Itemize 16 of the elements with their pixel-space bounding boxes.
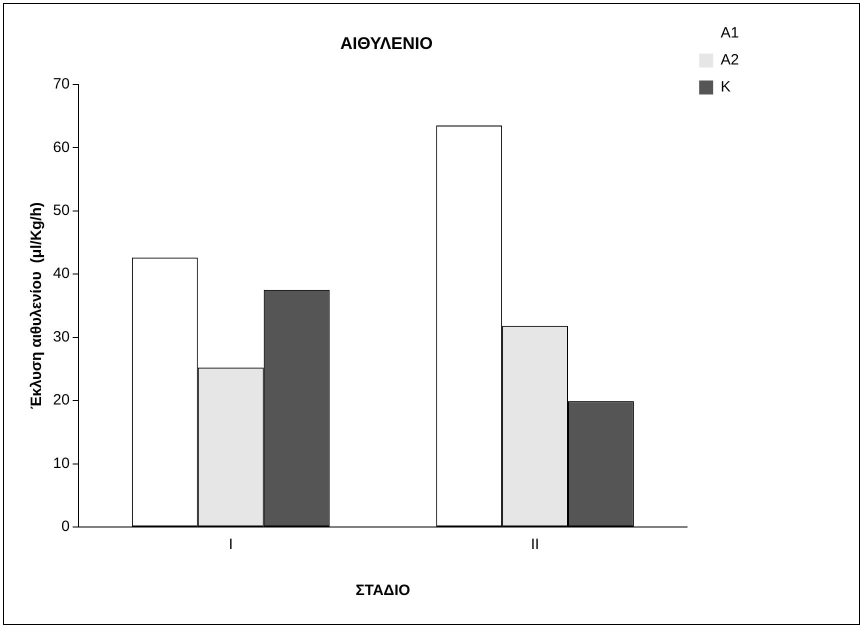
- text: A1: [720, 24, 740, 42]
- y-axis-title: Έκλυση αιθυλενίου (μl/Kg/h): [28, 202, 46, 410]
- y-tick-label: 50: [52, 202, 70, 219]
- y-tick-label: 0: [61, 518, 70, 536]
- y-tick-label: 30: [52, 328, 70, 346]
- y-tick-label: 60: [52, 138, 70, 156]
- x-tick-label: I: [228, 536, 233, 554]
- x-axis-title: ΣΤΑΔΙΟ: [356, 582, 410, 600]
- y-tick-label: 20: [52, 392, 70, 409]
- y-tick-label: 10: [52, 454, 70, 472]
- y-tick-label: 40: [52, 265, 70, 282]
- legend-label: A2: [720, 52, 740, 69]
- x-tick-label: II: [530, 536, 540, 554]
- chart-title: ΑΙΘΥΛΕΝΙΟ: [340, 34, 433, 53]
- y-tick-label: 70: [52, 76, 70, 93]
- legend-label: K: [720, 78, 731, 96]
